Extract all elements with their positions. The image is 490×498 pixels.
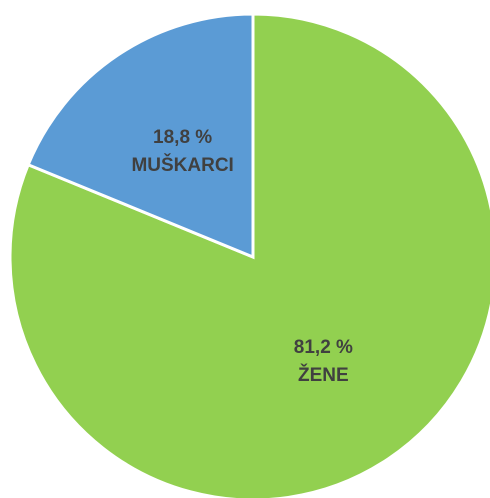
slice-value-label: 81,2 % bbox=[294, 337, 353, 358]
pie-slice bbox=[26, 12, 255, 260]
slice-category-label: MUŠKARCI bbox=[131, 154, 233, 176]
slice-value-label: 18,8 % bbox=[153, 127, 212, 148]
slice-category-label: ŽENE bbox=[298, 364, 349, 386]
